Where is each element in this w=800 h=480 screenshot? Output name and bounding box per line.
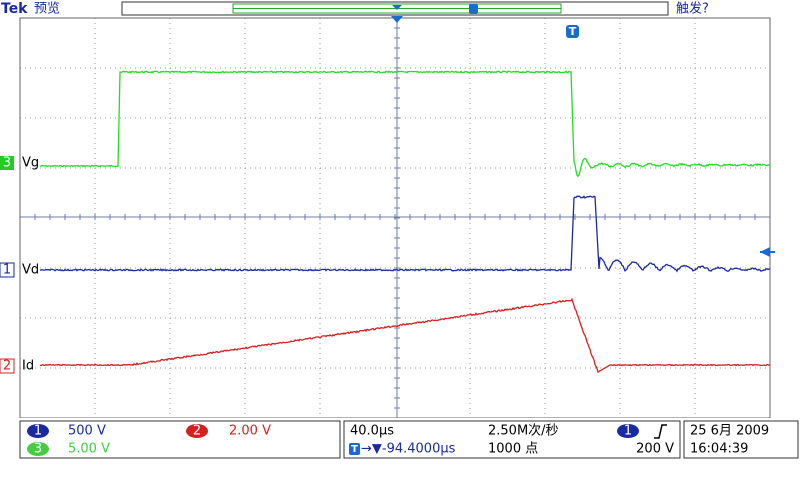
ch2-badge-number: 2 xyxy=(193,424,201,439)
record-t-marker xyxy=(469,4,478,14)
ch1-badge xyxy=(27,424,49,438)
ch3-badge-number: 3 xyxy=(34,442,42,457)
id-waveform xyxy=(39,298,771,373)
date: 25 6月 2009 xyxy=(690,424,769,439)
offset-t-icon xyxy=(349,443,360,455)
ch3-badge xyxy=(27,442,49,456)
graticule xyxy=(19,17,771,419)
vd-waveform xyxy=(39,195,771,273)
ch1-number: 1 xyxy=(3,263,11,278)
record-length: 1000 点 xyxy=(488,442,538,457)
ch1-scale: 500 V xyxy=(68,424,106,439)
ch3-scale: 5.00 V xyxy=(68,442,110,457)
trigger-source: 1 xyxy=(624,424,632,439)
ch1-label: Vd xyxy=(22,263,39,278)
brand: Tek xyxy=(1,1,28,17)
time: 16:04:39 xyxy=(690,442,748,457)
trigger-point-marker xyxy=(391,16,403,23)
trigger-status: 触发? xyxy=(676,1,709,17)
ch1-badge-number: 1 xyxy=(34,424,42,439)
ch2-number: 2 xyxy=(3,359,11,374)
trigger-offset: →▼-94.4000µs xyxy=(361,442,456,457)
trigger-source-badge xyxy=(617,424,639,438)
sample-rate: 2.50M次/秒 xyxy=(488,423,559,439)
trigger-level: 200 V xyxy=(636,442,674,457)
datetime-box xyxy=(683,420,799,459)
ch1-marker xyxy=(0,262,15,278)
ch3-label: Vg xyxy=(22,156,39,171)
mode: 预览 xyxy=(34,1,60,17)
offset-t-letter: T xyxy=(351,444,358,455)
ch3-marker xyxy=(0,156,14,170)
record-trigger-marker xyxy=(392,5,402,10)
timebase: 40.0µs xyxy=(350,424,394,439)
trigger-position: T xyxy=(569,25,577,38)
vertical-box xyxy=(19,420,341,459)
ch2-scale: 2.00 V xyxy=(229,424,271,439)
ch2-marker xyxy=(0,358,15,374)
ch2-label: Id xyxy=(22,359,34,374)
ch3-number: 3 xyxy=(3,156,11,171)
vg-waveform xyxy=(39,70,771,178)
trigger-position-box xyxy=(566,25,579,38)
ch2-badge xyxy=(186,424,208,438)
trigger-slope-icon xyxy=(654,424,667,439)
